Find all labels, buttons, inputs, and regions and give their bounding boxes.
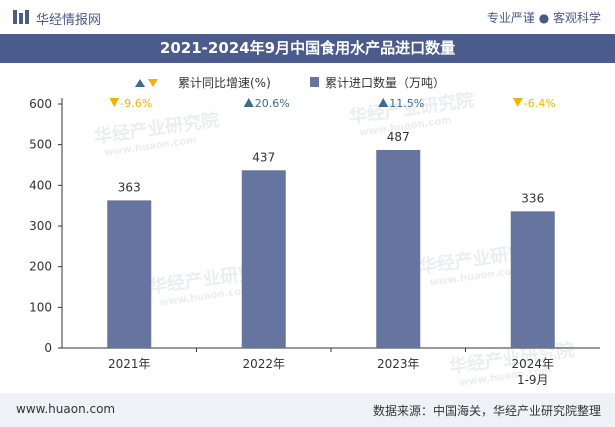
growth-up-icon	[378, 98, 389, 107]
legend-up-triangle-icon	[135, 79, 145, 87]
bar-chart: 华经产业研究院www.huaon.com华经产业研究院www.huaon.com…	[29, 75, 600, 389]
bar	[510, 211, 555, 348]
bar-value-label: 487	[387, 130, 410, 144]
growth-labels: -9.6% 20.6% 11.5% -6.4%	[109, 97, 556, 110]
y-tick-label: 600	[29, 97, 52, 111]
x-tick-label: 2023年	[377, 357, 420, 371]
legend-growth-label: 累计同比增速(%)	[178, 76, 271, 90]
y-tick-label: 300	[29, 219, 52, 233]
growth-label: -9.6%	[120, 97, 152, 110]
legend-volume-label: 累计进口数量（万吨）	[325, 75, 445, 90]
growth-label: 11.5%	[389, 97, 424, 110]
top-bar: 华经情报网 专业严谨 ● 客观科学	[0, 0, 615, 34]
bars	[107, 149, 555, 348]
growth-label: 20.6%	[255, 97, 290, 110]
bar	[376, 149, 421, 348]
y-axis: 0 100 200 300 400 500 600	[29, 97, 600, 355]
growth-up-icon	[243, 98, 254, 107]
y-tick-label: 400	[29, 178, 52, 192]
y-tick-label: 200	[29, 260, 52, 274]
x-tick-label: 2022年	[242, 357, 285, 371]
huajing-logo-icon	[13, 10, 29, 24]
y-tick-label: 0	[44, 341, 52, 355]
bar	[107, 200, 152, 348]
legend-bar-swatch	[310, 77, 319, 87]
site-url[interactable]: www.huaon.com	[16, 402, 116, 416]
data-labels: 363 437 487 336	[118, 130, 544, 205]
x-tick-label: 1-9月	[517, 373, 549, 387]
data-source: 数据来源：中国海关，华经产业研究院整理	[372, 404, 601, 418]
bar	[241, 170, 286, 348]
legend: 累计同比增速(%) 累计进口数量（万吨）	[135, 75, 445, 90]
brand-name: 华经情报网	[36, 13, 102, 28]
growth-label: -6.4%	[524, 97, 556, 110]
title-bar: 2021-2024年9月中国食用水产品进口数量	[0, 34, 615, 63]
watermark-layer: 华经产业研究院www.huaon.com华经产业研究院www.huaon.com…	[93, 89, 576, 389]
bar-value-label: 336	[521, 191, 544, 205]
x-tick-label: 2021年	[108, 357, 151, 371]
x-axis: 2021年 2022年 2023年 2024年 1-9月	[108, 357, 554, 387]
x-tick-label: 2024年	[511, 357, 554, 371]
chart-title: 2021-2024年9月中国食用水产品进口数量	[159, 39, 456, 57]
growth-down-icon	[109, 98, 120, 107]
bar-value-label: 437	[252, 150, 275, 164]
slogan: 专业严谨 ● 客观科学	[486, 11, 601, 25]
legend-down-triangle-icon	[148, 79, 158, 87]
footer: www.huaon.com 数据来源：中国海关，华经产业研究院整理	[0, 393, 615, 427]
y-tick-label: 500	[29, 138, 52, 152]
y-tick-label: 100	[29, 300, 52, 314]
growth-down-icon	[512, 98, 523, 107]
bar-value-label: 363	[118, 180, 141, 194]
